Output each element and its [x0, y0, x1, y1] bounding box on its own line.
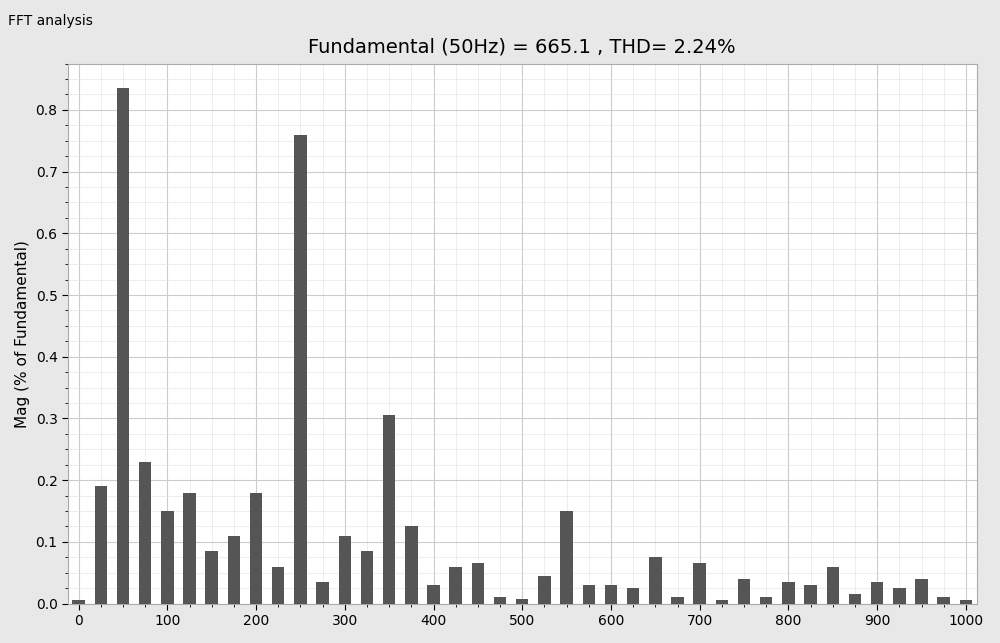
- Bar: [893, 588, 906, 604]
- Bar: [339, 536, 351, 604]
- Bar: [228, 536, 240, 604]
- Bar: [494, 597, 506, 604]
- Bar: [560, 511, 573, 604]
- Bar: [937, 597, 950, 604]
- Bar: [294, 134, 307, 604]
- Bar: [95, 486, 107, 604]
- Bar: [449, 566, 462, 604]
- Title: Fundamental (50Hz) = 665.1 , THD= 2.24%: Fundamental (50Hz) = 665.1 , THD= 2.24%: [308, 37, 736, 57]
- Y-axis label: Mag (% of Fundamental): Mag (% of Fundamental): [15, 240, 30, 428]
- Bar: [782, 582, 795, 604]
- Bar: [915, 579, 928, 604]
- Bar: [871, 582, 883, 604]
- Bar: [649, 557, 662, 604]
- Bar: [117, 88, 129, 604]
- Bar: [316, 582, 329, 604]
- Bar: [516, 599, 528, 604]
- Bar: [205, 551, 218, 604]
- Bar: [760, 597, 772, 604]
- Bar: [538, 576, 551, 604]
- Bar: [383, 415, 395, 604]
- Bar: [693, 563, 706, 604]
- Bar: [605, 585, 617, 604]
- Bar: [583, 585, 595, 604]
- Bar: [804, 585, 817, 604]
- Bar: [361, 551, 373, 604]
- Bar: [827, 566, 839, 604]
- Bar: [627, 588, 639, 604]
- Bar: [472, 563, 484, 604]
- Bar: [716, 601, 728, 604]
- Bar: [161, 511, 174, 604]
- Bar: [183, 493, 196, 604]
- Bar: [427, 585, 440, 604]
- Text: FFT analysis: FFT analysis: [8, 14, 93, 28]
- Bar: [849, 594, 861, 604]
- Bar: [272, 566, 284, 604]
- Bar: [139, 462, 151, 604]
- Bar: [671, 597, 684, 604]
- Bar: [250, 493, 262, 604]
- Bar: [72, 601, 85, 604]
- Bar: [738, 579, 750, 604]
- Bar: [405, 527, 418, 604]
- Bar: [960, 601, 972, 604]
